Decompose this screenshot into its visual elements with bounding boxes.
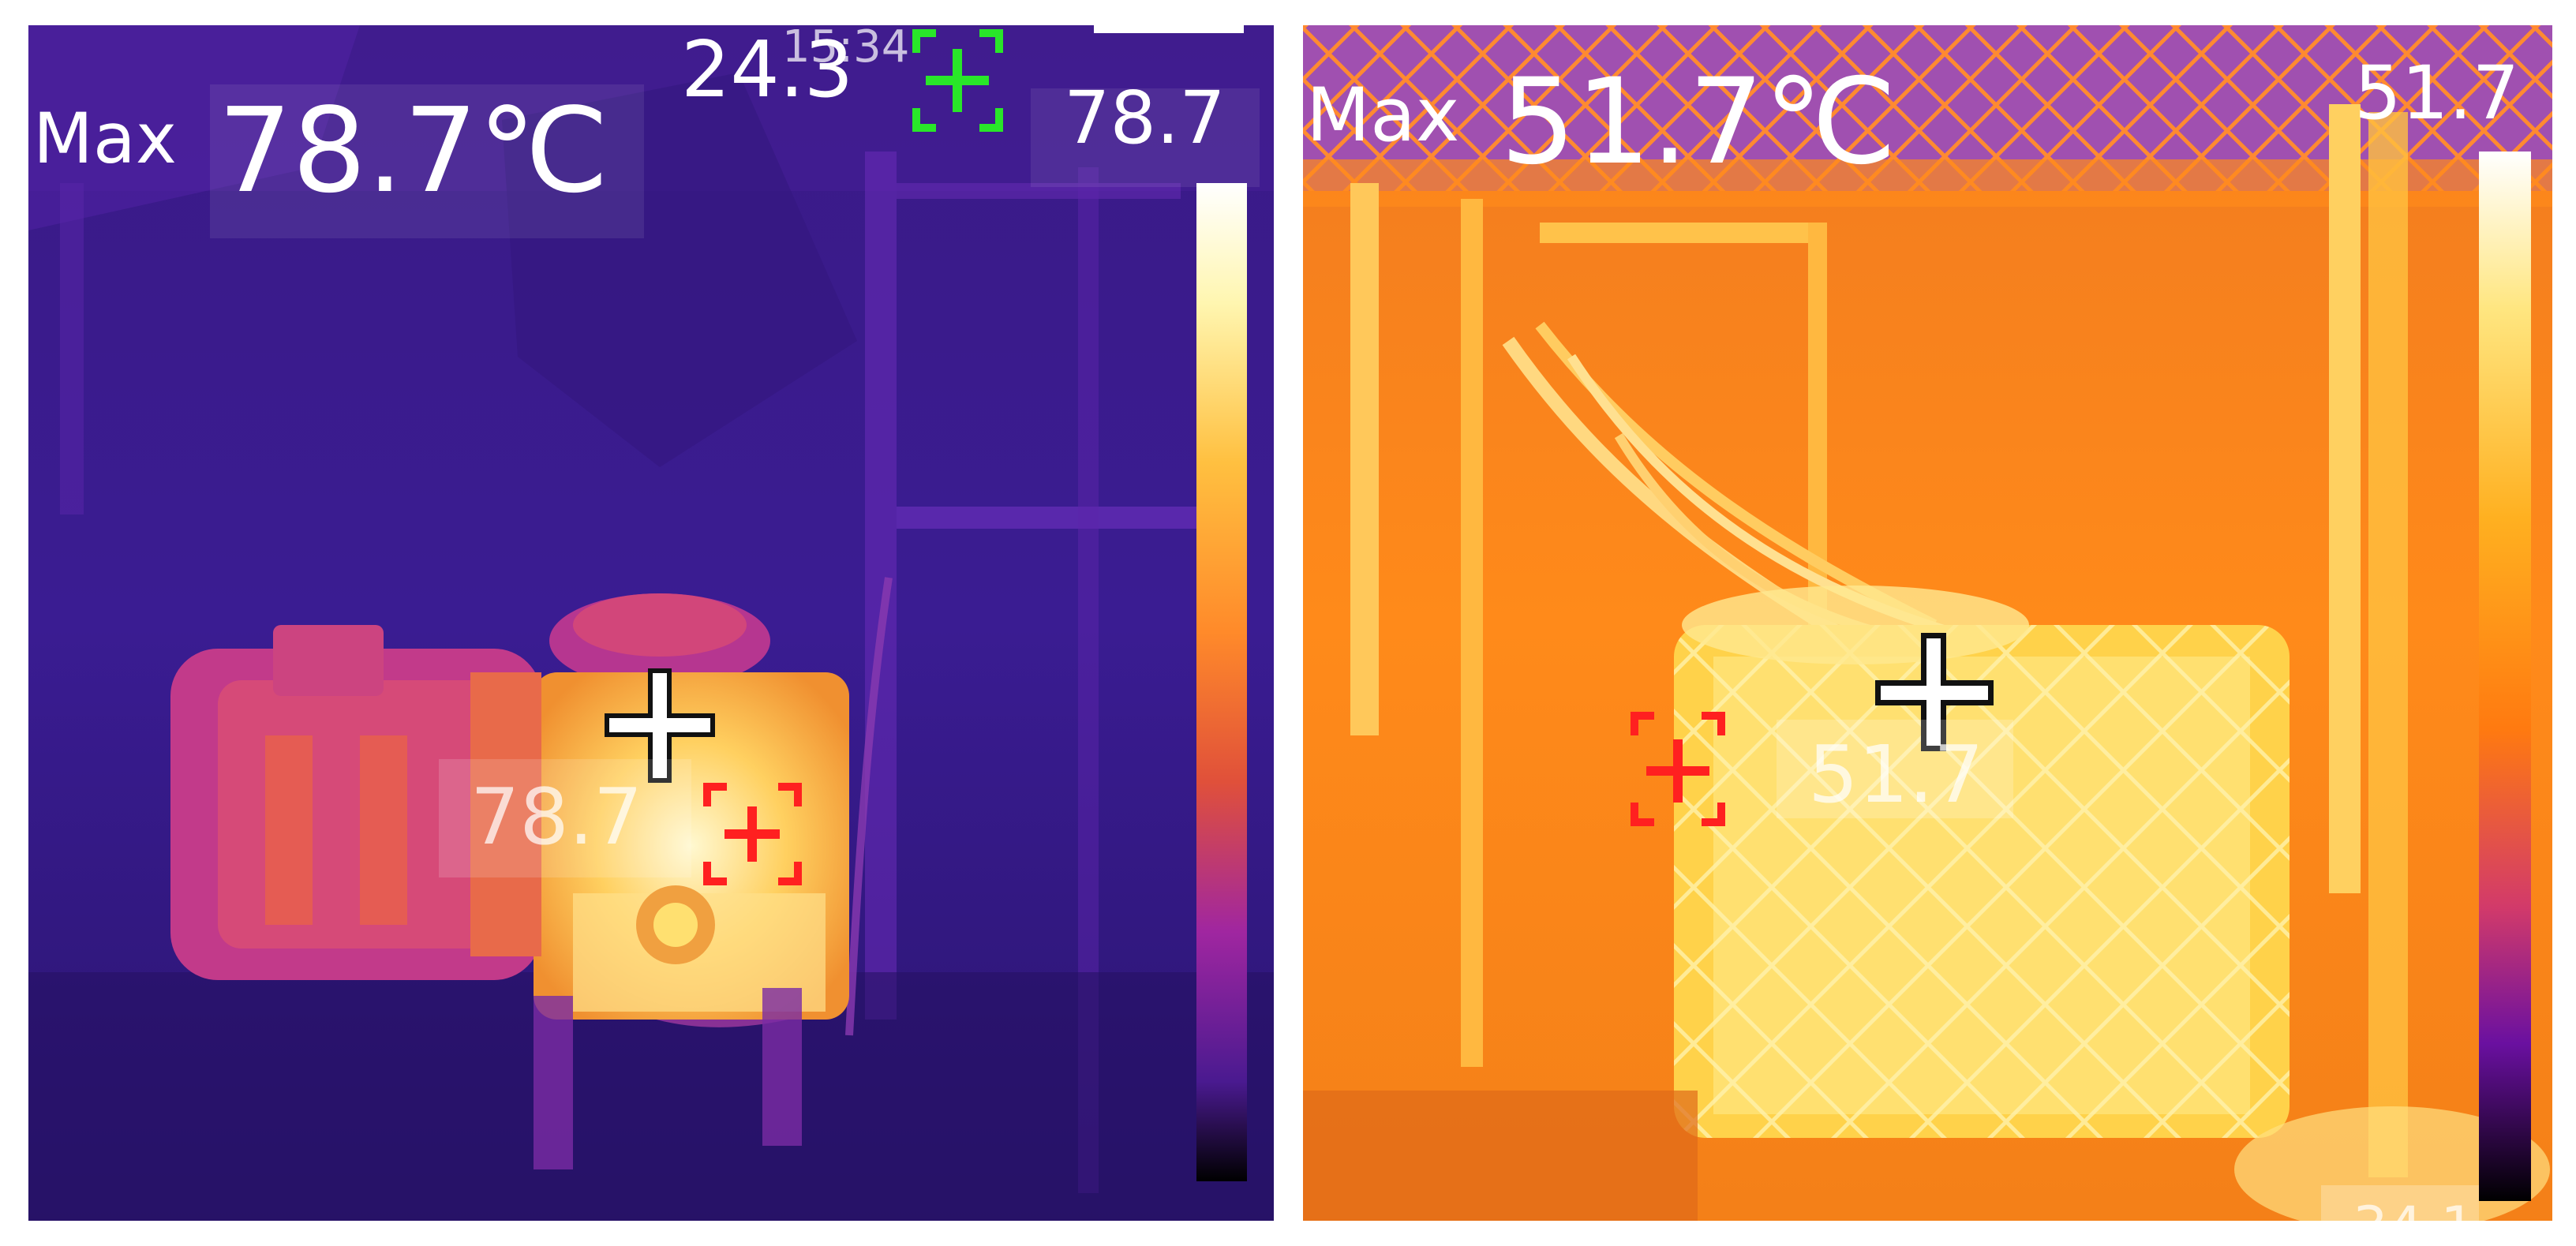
scale-max-label: 78.7 [1064, 76, 1226, 160]
max-temperature-value: 78.7℃ [218, 83, 609, 219]
center-spot-temperature: 51.7 [1808, 728, 1984, 821]
thermal-image-right: Max 51.7℃ 51.7 51.7 34.1 [1303, 25, 2552, 1221]
top-indicator-box [1094, 25, 1244, 33]
thermal-scene-right [1303, 25, 2552, 1221]
hotspot-marker-icon [703, 783, 802, 885]
color-scale-bar [1196, 183, 1247, 1181]
scale-max-label: 51.7 [2354, 51, 2520, 137]
thermal-image-left: Max 78.7℃ 24.3 15:34 78.7 78.7 [28, 25, 1274, 1221]
aux-marker-icon [912, 29, 1003, 132]
color-scale-bar [2479, 152, 2531, 1201]
max-label: Max [33, 98, 177, 179]
max-label: Max [1306, 73, 1460, 159]
hotspot-marker-icon [1631, 712, 1725, 826]
thermal-scene-left [28, 25, 1274, 1221]
scale-min-label: 34.1 [2353, 1199, 2476, 1221]
center-crosshair-icon [1875, 633, 1994, 751]
center-crosshair-icon [605, 668, 715, 783]
center-spot-temperature: 78.7 [470, 773, 643, 862]
max-temperature-value: 51.7℃ [1500, 54, 1897, 191]
aux-timestamp: 15:34 [782, 25, 910, 73]
aux-reading: 24.3 [681, 25, 854, 115]
